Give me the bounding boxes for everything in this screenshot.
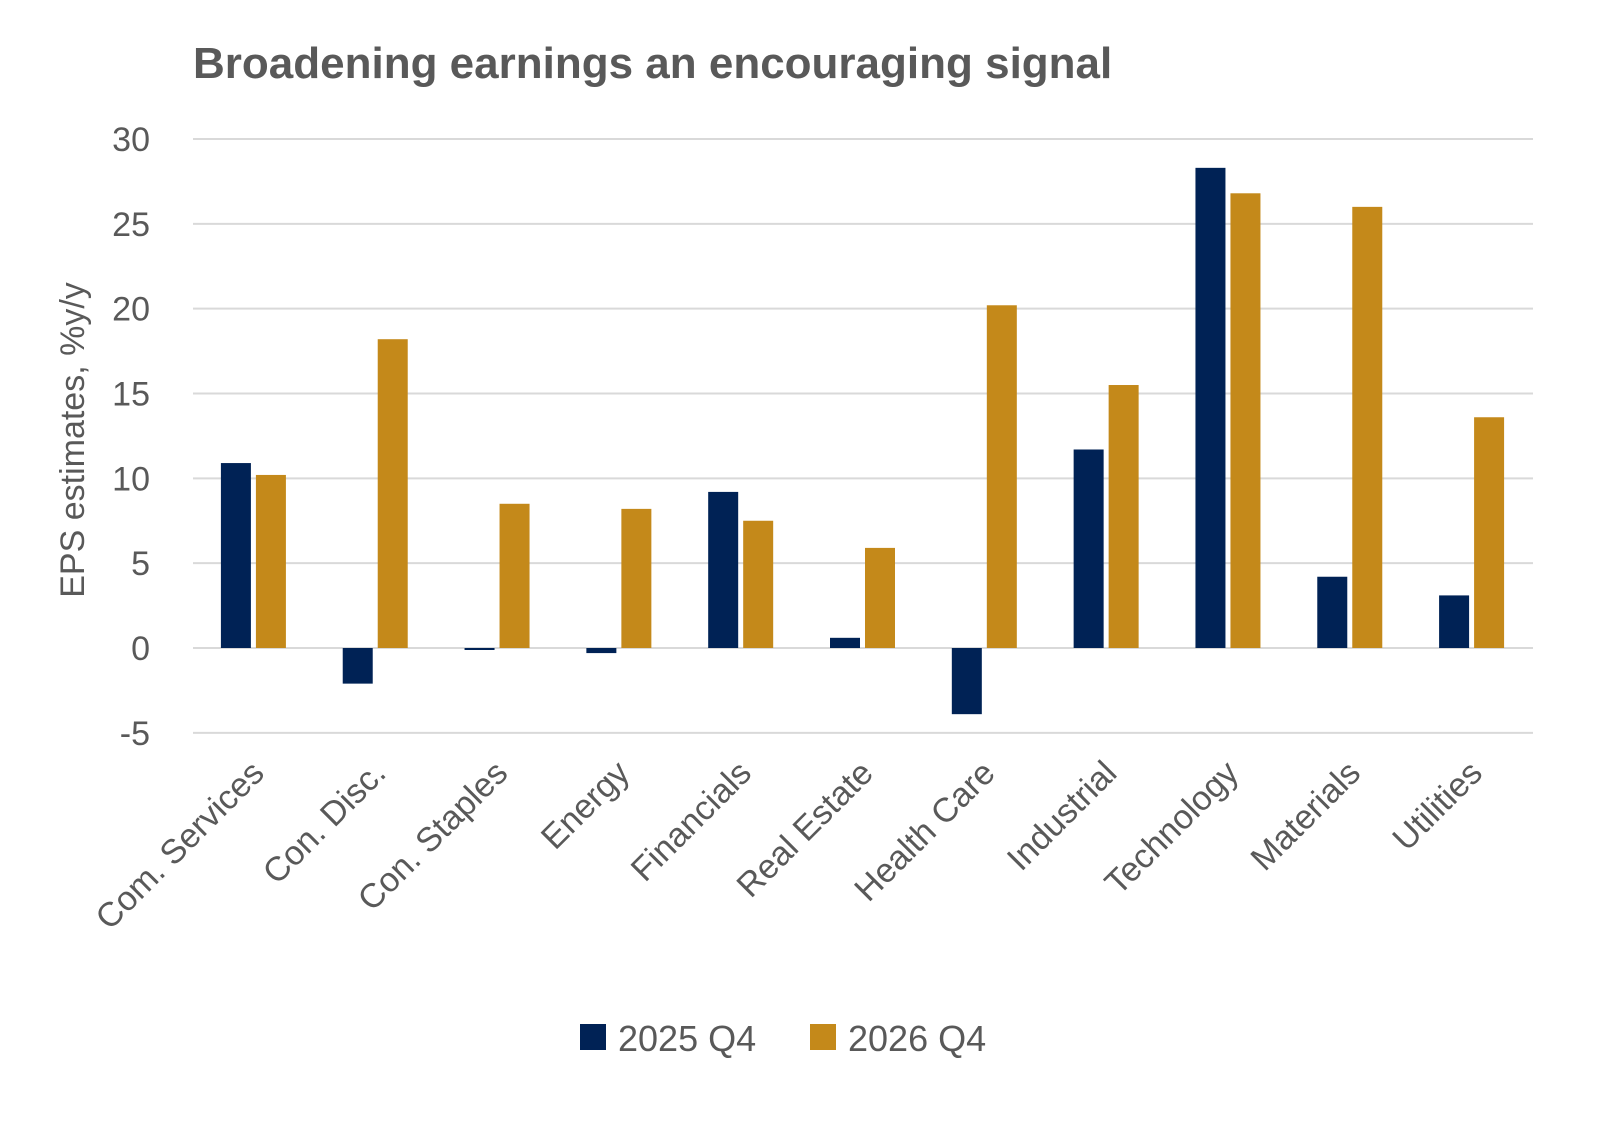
bar-2026-q4-materials <box>1352 206 1383 648</box>
x-tick-label: Utilities <box>1385 754 1489 858</box>
y-tick-label: 20 <box>112 291 150 329</box>
bar-2025-q4-materials <box>1317 576 1348 648</box>
bar-2025-q4-energy <box>586 648 617 654</box>
bar-2026-q4-con-disc- <box>377 339 408 648</box>
legend-label: 2026 Q4 <box>848 1018 986 1059</box>
chart-title: Broadening earnings an encouraging signa… <box>193 39 1112 88</box>
x-tick-label: Industrial <box>1000 754 1124 878</box>
bar-2025-q4-real-estate <box>830 637 860 648</box>
y-tick-label: -5 <box>120 715 150 753</box>
bar-2026-q4-con-staples <box>499 503 530 648</box>
y-tick-label: 25 <box>112 206 150 244</box>
bar-2026-q4-financials <box>743 520 774 648</box>
legend-label: 2025 Q4 <box>618 1018 756 1059</box>
bar-2025-q4-com-services <box>220 463 251 648</box>
bar-2025-q4-industrial <box>1073 449 1104 648</box>
bar-2025-q4-utilities <box>1439 595 1470 648</box>
y-tick-label: 10 <box>112 460 150 498</box>
y-tick-label: 15 <box>112 376 150 414</box>
legend-swatch <box>580 1024 606 1050</box>
bar-2025-q4-con-staples <box>464 648 495 650</box>
y-axis-label: EPS estimates, %y/y <box>54 282 92 598</box>
x-tick-label: Materials <box>1244 754 1368 878</box>
bar-2026-q4-industrial <box>1108 385 1139 648</box>
x-tick-label: Technology <box>1098 754 1247 903</box>
bar-2026-q4-health-care <box>986 305 1017 648</box>
legend-swatch <box>810 1024 836 1050</box>
bar-2025-q4-technology <box>1195 167 1226 649</box>
bar-2026-q4-technology <box>1230 193 1261 648</box>
y-tick-label: 30 <box>112 121 150 159</box>
y-tick-label: 0 <box>131 630 150 668</box>
bar-2026-q4-utilities <box>1474 417 1505 648</box>
x-tick-label: Energy <box>534 754 637 857</box>
bar-2025-q4-con-disc- <box>342 648 373 684</box>
x-tick-label: Com. Services <box>88 754 271 937</box>
bar-2025-q4-financials <box>708 491 739 648</box>
bar-2026-q4-real-estate <box>865 547 895 648</box>
y-tick-label: 5 <box>131 545 150 583</box>
bar-2025-q4-health-care <box>951 648 982 715</box>
bar-2026-q4-energy <box>621 508 652 648</box>
bar-2026-q4-com-services <box>255 474 286 648</box>
